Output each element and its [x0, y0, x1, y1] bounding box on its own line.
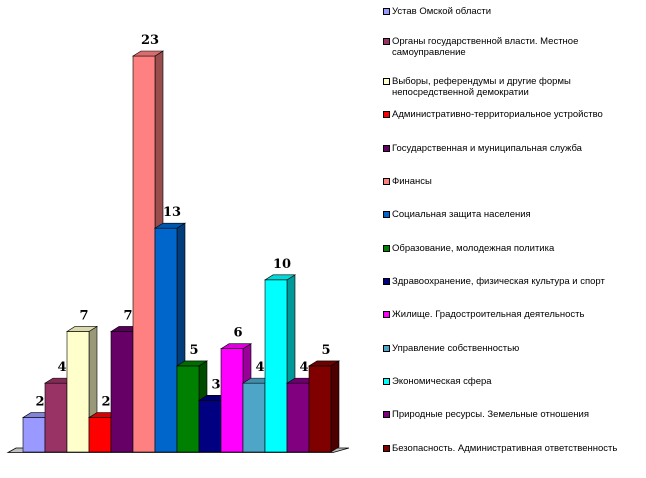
- legend-label-11: Управление собственностью: [392, 343, 520, 354]
- legend-swatch-9: [383, 278, 390, 285]
- legend-swatch-6: [383, 178, 390, 185]
- chart-bars: [21, 50, 341, 453]
- value-label-10: 6: [233, 326, 242, 341]
- value-label-7: 13: [163, 205, 181, 220]
- legend-label-12: Экономическая сфера: [392, 376, 492, 387]
- legend-label-3: Выборы, референдумы и другие формы непос…: [392, 76, 571, 98]
- value-label-12: 10: [273, 257, 291, 272]
- value-label-6: 23: [141, 33, 159, 48]
- value-label-9: 3: [211, 377, 220, 392]
- bar-14: [307, 360, 341, 453]
- legend-swatch-13: [383, 411, 390, 418]
- legend-swatch-14: [383, 445, 390, 452]
- value-label-8: 5: [189, 343, 198, 358]
- value-label-5: 7: [123, 308, 132, 323]
- legend-label-2: Органы государственной власти. Местное с…: [392, 36, 579, 58]
- legend-swatch-12: [383, 378, 390, 385]
- legend-swatch-8: [383, 245, 390, 252]
- legend-swatch-1: [383, 8, 390, 15]
- value-label-4: 2: [101, 395, 110, 410]
- legend-swatch-11: [383, 345, 390, 352]
- legend-label-8: Образование, молодежная политика: [392, 243, 555, 254]
- legend-label-5: Государственная и муниципальная служба: [392, 143, 582, 154]
- legend-label-14: Безопасность. Административная ответстве…: [392, 443, 618, 454]
- legend-label-6: Финансы: [392, 176, 432, 187]
- legend-label-13: Природные ресурсы. Земельные отношения: [392, 409, 589, 420]
- legend-swatch-3: [383, 78, 390, 85]
- legend-swatch-4: [383, 111, 390, 118]
- legend-swatch-7: [383, 211, 390, 218]
- legend-label-7: Социальная защита населения: [392, 209, 531, 220]
- value-label-3: 7: [79, 308, 88, 323]
- value-label-13: 4: [299, 360, 308, 375]
- value-label-2: 4: [57, 360, 66, 375]
- value-label-1: 2: [35, 395, 44, 410]
- value-label-11: 4: [255, 360, 264, 375]
- legend-swatch-10: [383, 311, 390, 318]
- legend-swatch-5: [383, 145, 390, 152]
- legend-swatch-2: [383, 38, 390, 45]
- legend-label-10: Жилище. Градостроительная деятельность: [392, 309, 585, 320]
- legend-label-4: Административно-территориальное устройст…: [392, 109, 603, 120]
- legend-label-1: Устав Омской области: [392, 6, 492, 17]
- value-label-14: 5: [321, 343, 330, 358]
- legend-label-9: Здравоохранение, физическая культура и с…: [392, 276, 605, 287]
